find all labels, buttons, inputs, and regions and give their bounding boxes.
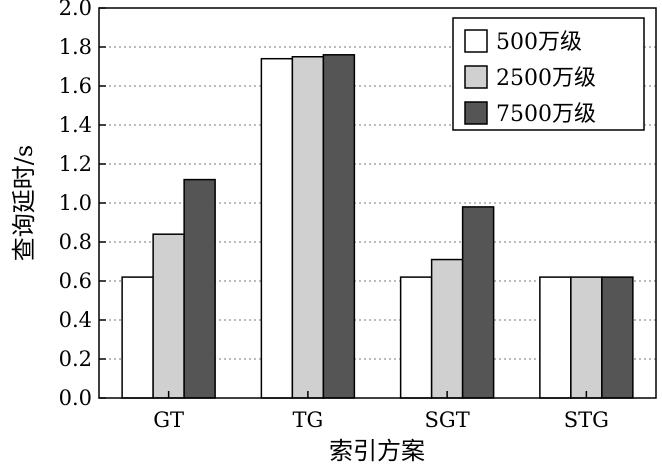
- y-tick-label: 0.4: [59, 308, 92, 332]
- bar: [291, 56, 325, 399]
- bar: [121, 276, 154, 399]
- bars: [121, 54, 634, 399]
- y-tick-label: 0.8: [59, 230, 92, 254]
- bar: [570, 276, 603, 399]
- x-tick-label: SGT: [425, 408, 470, 432]
- bar: [461, 206, 495, 399]
- x-tick-label: STG: [564, 408, 609, 432]
- legend-swatch: [464, 65, 488, 89]
- bar: [539, 276, 572, 399]
- legend-label: 2500万级: [496, 66, 596, 91]
- y-axis-label: 查询延时/s: [10, 145, 38, 261]
- bar: [152, 233, 185, 399]
- x-tick-label: TG: [292, 408, 323, 432]
- y-tick-label: 0.2: [59, 347, 92, 371]
- bar: [399, 276, 433, 399]
- legend-swatch: [464, 29, 488, 53]
- x-axis-label: 索引方案: [329, 437, 425, 465]
- legend-label: 7500万级: [496, 102, 596, 127]
- bar: [322, 54, 356, 399]
- y-tick-label: 1.6: [59, 74, 92, 98]
- y-tick-label: 0.0: [59, 386, 92, 410]
- x-axis: GT TG SGT STG: [153, 391, 609, 432]
- y-tick-label: 1.2: [59, 152, 92, 176]
- bar: [183, 178, 216, 399]
- y-tick-label: 1.8: [59, 35, 92, 59]
- y-axis: 0.0 0.2 0.4 0.6 0.8 1.0 1.2 1.4 1.6 1.8 2.0: [59, 0, 106, 410]
- bar: [260, 57, 294, 399]
- x-tick-label: GT: [153, 408, 184, 432]
- y-tick-label: 0.6: [59, 269, 92, 293]
- bar: [601, 276, 634, 399]
- y-tick-label: 1.0: [59, 191, 92, 215]
- bar: [430, 258, 464, 399]
- y-tick-label: 1.4: [59, 113, 92, 137]
- legend-label: 500万级: [496, 30, 582, 55]
- legend: 500万级 2500万级 7500万级: [452, 17, 645, 131]
- y-tick-label: 2.0: [59, 0, 92, 20]
- legend-swatch: [464, 101, 488, 125]
